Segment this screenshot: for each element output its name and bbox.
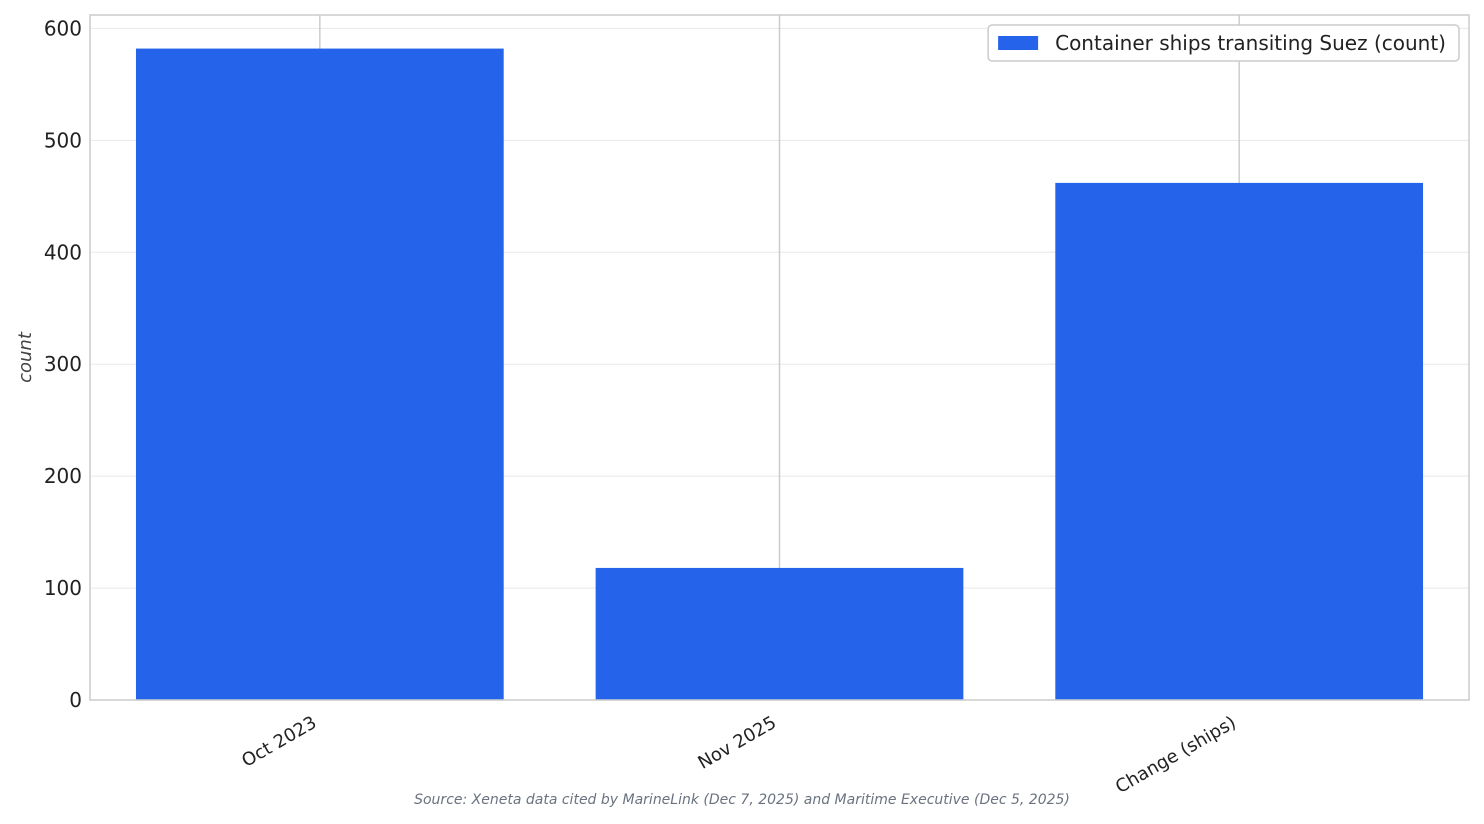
x-tick-label: Change (ships): [1112, 712, 1240, 798]
x-axis-ticks: Oct 2023 Nov 2025 Change (ships): [238, 712, 1239, 798]
bar-nov-2025: [595, 567, 964, 700]
y-tick-label: 0: [69, 688, 82, 712]
legend-swatch: [998, 36, 1039, 50]
y-axis-label: count: [15, 331, 36, 383]
y-tick-label: 100: [44, 576, 82, 600]
bars: [135, 48, 1424, 700]
y-tick-label: 400: [44, 240, 82, 264]
y-tick-label: 200: [44, 464, 82, 488]
legend-entry-label: Container ships transiting Suez (count): [1055, 31, 1446, 55]
bar-oct-2023: [135, 48, 504, 700]
y-axis-ticks: 0 100 200 300 400 500 600: [44, 16, 82, 712]
plot-frame: [89, 14, 1470, 701]
x-tick-label: Nov 2025: [694, 712, 780, 774]
legend-box: [987, 24, 1460, 62]
legend: Container ships transiting Suez (count): [987, 24, 1460, 62]
y-tick-label: 600: [44, 16, 82, 40]
bar-change-ships: [1055, 182, 1424, 700]
y-tick-label: 500: [44, 128, 82, 152]
source-note: Source: Xeneta data cited by MarineLink …: [414, 792, 1070, 808]
y-tick-label: 300: [44, 352, 82, 376]
x-tick-label: Oct 2023: [238, 712, 320, 772]
